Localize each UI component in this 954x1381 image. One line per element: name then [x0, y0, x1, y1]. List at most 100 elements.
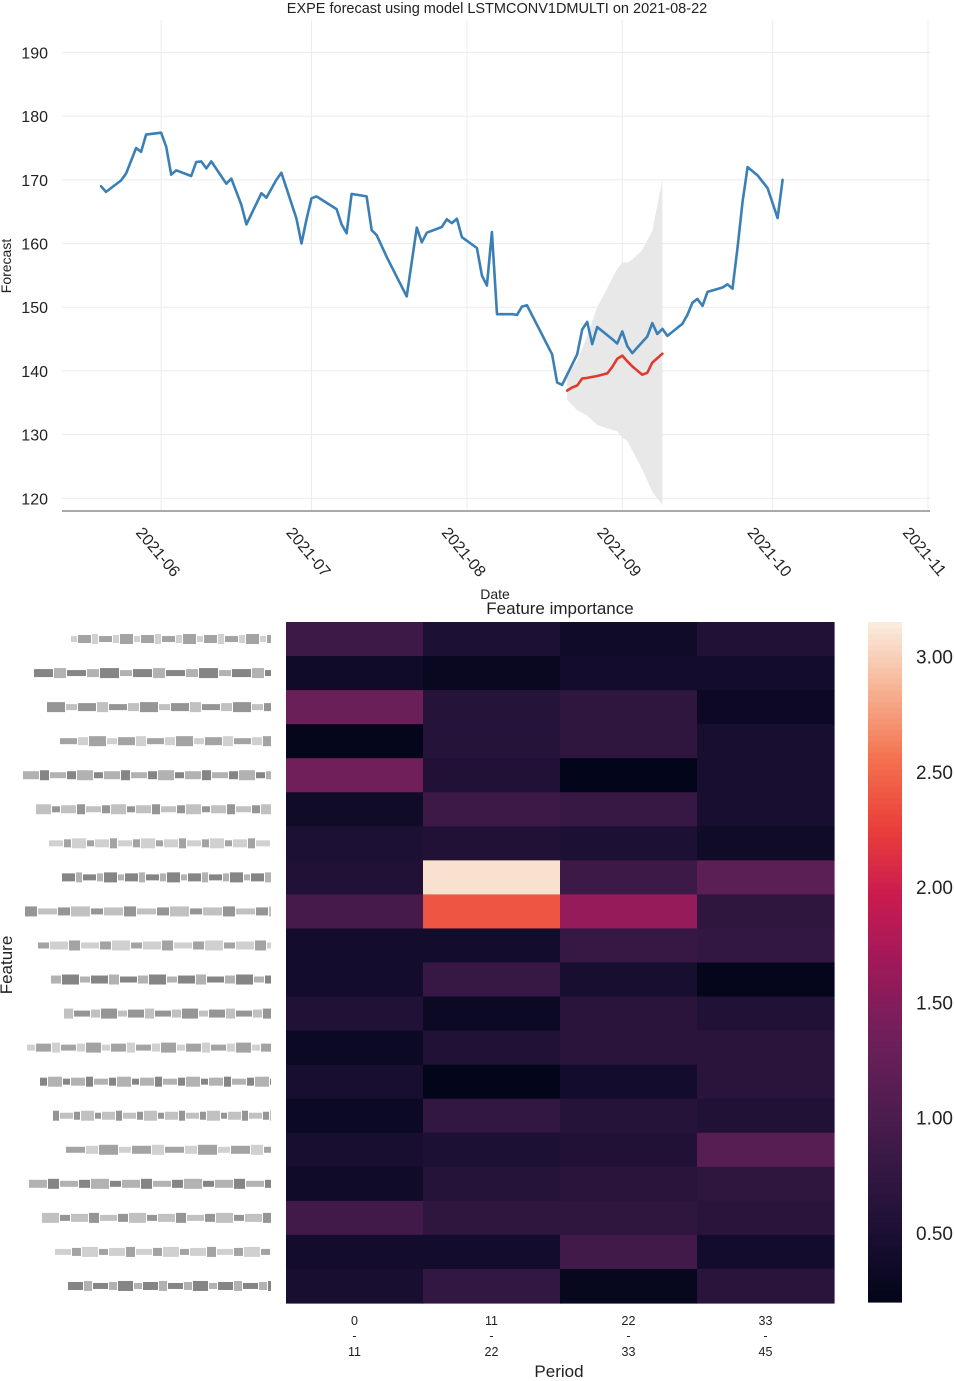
redacted-label-block — [246, 1180, 264, 1187]
redacted-label-block — [129, 1212, 146, 1223]
colorbar-step — [868, 826, 902, 833]
forecast-series-line — [565, 352, 664, 392]
feature-labels — [23, 634, 271, 1291]
redacted-label-block — [260, 636, 266, 643]
redacted-label-block — [137, 1111, 143, 1120]
redacted-label-block — [29, 1179, 47, 1188]
colorbar-step — [868, 820, 902, 827]
redacted-label-block — [252, 704, 263, 711]
line-chart-title: EXPE forecast using model LSTMCONV1DMULT… — [287, 1, 707, 17]
period-tick-top: 0 — [351, 1314, 358, 1328]
redacted-label-block — [203, 907, 222, 916]
redacted-label-block — [270, 1110, 271, 1121]
heatmap-cell — [286, 894, 424, 930]
redacted-label-block — [218, 1146, 230, 1153]
redacted-label-block — [251, 1144, 263, 1155]
redacted-label-block — [212, 772, 228, 779]
redacted-label-block — [82, 1246, 98, 1257]
redacted-feature-label — [25, 906, 271, 917]
redacted-label-block — [153, 1180, 171, 1187]
redacted-label-block — [110, 838, 117, 849]
heatmap-cell — [697, 860, 835, 895]
colorbar-step — [868, 911, 902, 918]
period-axis-label: Period — [534, 1362, 583, 1381]
colorbar-step — [868, 1018, 902, 1025]
redacted-label-block — [178, 975, 195, 984]
redacted-label-block — [125, 873, 138, 882]
heatmap-cell — [560, 928, 698, 964]
colorbar-tick-label: 2.50 — [916, 763, 953, 784]
colorbar-step — [868, 1256, 902, 1263]
heatmap-cell — [423, 1166, 561, 1202]
redacted-label-block — [205, 737, 222, 746]
redacted-label-block — [218, 1281, 233, 1290]
heatmap-cell — [560, 1234, 698, 1270]
redacted-label-block — [259, 1281, 267, 1290]
colorbar-step — [868, 1132, 902, 1139]
redacted-label-block — [209, 1009, 225, 1018]
heatmap-cell — [697, 758, 835, 793]
redacted-label-block — [256, 840, 270, 847]
colorbar-step — [868, 1075, 902, 1082]
redacted-label-block — [89, 736, 106, 747]
period-tick-top: 33 — [759, 1314, 773, 1328]
redacted-label-block — [219, 670, 231, 677]
redacted-label-block — [132, 1145, 151, 1154]
colorbar-step — [868, 1273, 902, 1280]
redacted-label-block — [50, 772, 66, 779]
redacted-label-block — [223, 873, 229, 882]
colorbar-step — [868, 667, 902, 674]
colorbar-tick-labels: 0.50 1.00 1.50 2.00 2.50 3.00 — [916, 648, 953, 1245]
redacted-label-block — [232, 669, 251, 678]
period-tick-bottom: 22 — [485, 1345, 499, 1359]
redacted-label-block — [141, 1178, 152, 1189]
redacted-label-block — [244, 874, 250, 881]
colorbar-step — [868, 1188, 902, 1195]
redacted-label-block — [153, 1247, 162, 1256]
redacted-label-block — [234, 1178, 245, 1189]
redacted-label-block — [186, 1112, 199, 1119]
colorbar-step — [868, 1290, 902, 1297]
redacted-label-block — [161, 806, 176, 813]
colorbar-step — [868, 1109, 902, 1116]
redacted-label-block — [270, 1078, 271, 1085]
redacted-label-block — [205, 940, 223, 951]
redacted-label-block — [47, 702, 65, 713]
heatmap-cell — [423, 860, 561, 895]
redacted-label-block — [60, 738, 77, 745]
heatmap-cell — [286, 962, 424, 998]
redacted-label-block — [190, 1247, 206, 1256]
redacted-label-block — [242, 1110, 248, 1121]
redacted-label-block — [159, 704, 170, 711]
colorbar-step — [868, 763, 902, 770]
colorbar-step — [868, 1160, 902, 1167]
x-tick-label: 2021-09 — [593, 525, 644, 581]
redacted-label-block — [153, 668, 165, 679]
redacted-label-block — [229, 771, 238, 780]
redacted-label-block — [186, 1043, 201, 1052]
y-tick-label: 190 — [21, 45, 48, 62]
redacted-label-block — [102, 805, 110, 814]
redacted-label-block — [71, 1077, 85, 1086]
redacted-label-block — [133, 669, 152, 678]
redacted-label-block — [165, 737, 175, 746]
redacted-label-block — [48, 1178, 59, 1189]
redacted-label-block — [264, 1146, 271, 1153]
heatmap-cell — [560, 724, 698, 759]
heatmap-cell — [560, 962, 698, 998]
redacted-label-block — [143, 1281, 158, 1290]
redacted-label-block — [180, 1248, 189, 1255]
redacted-label-block — [225, 636, 238, 643]
redacted-label-block — [100, 941, 111, 950]
redacted-label-block — [226, 1008, 235, 1019]
redacted-label-block — [118, 737, 135, 746]
redacted-label-block — [144, 1110, 157, 1121]
period-tick-bottom: 33 — [622, 1345, 636, 1359]
colorbar-step — [868, 1279, 902, 1286]
redacted-label-block — [210, 838, 224, 849]
redacted-label-block — [196, 974, 206, 985]
colorbar-step — [868, 707, 902, 714]
colorbar-tick-label: 3.00 — [916, 648, 953, 669]
redacted-label-block — [170, 906, 189, 917]
